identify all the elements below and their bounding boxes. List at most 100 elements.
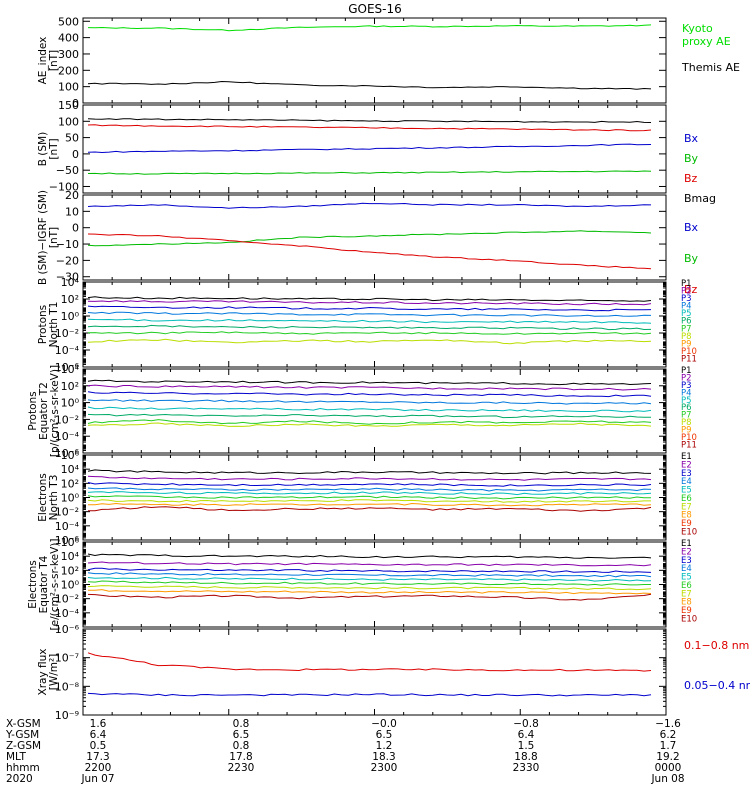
- series-line: [87, 567, 652, 573]
- y-axis-label: B (SM)−IGRF (SM): [37, 190, 49, 285]
- legend-entry: P5: [681, 396, 692, 406]
- axis-row-value: 0.8: [233, 718, 250, 730]
- legend-entry: P7: [681, 324, 692, 334]
- panel-bsm: −100 −50 0 50 100 150 B (SM) [nT] Bx By Bz Bmag: [37, 99, 716, 205]
- axis-row-value: −0.0: [371, 718, 397, 730]
- y-tick-label: −10: [56, 238, 79, 251]
- axis-row-label: Y-GSM: [5, 729, 39, 741]
- series-line: [87, 419, 652, 425]
- y-tick-label: 10⁻⁴: [55, 430, 80, 443]
- legend-entry: P8: [681, 332, 692, 342]
- series-line: [87, 589, 652, 595]
- legend-entry: P3: [681, 381, 692, 391]
- series-line: [87, 580, 651, 586]
- y-tick-label: 100: [58, 115, 79, 128]
- y-axis-label: North T3: [48, 475, 60, 521]
- series-line: [87, 561, 652, 567]
- series-line: [87, 233, 652, 270]
- series-line: [87, 143, 652, 154]
- y-axis-label: B (SM): [37, 132, 49, 166]
- y-tick-label: 10⁶: [61, 449, 80, 462]
- y-tick-label: 10⁰: [61, 492, 80, 505]
- legend-entry: E2: [681, 460, 692, 470]
- y-tick-label: 50: [65, 132, 79, 145]
- y-tick-label: 10⁻²: [55, 593, 79, 606]
- series-line: [87, 305, 652, 312]
- legend-entry: P4: [681, 388, 692, 398]
- legend-entry: Bz: [684, 172, 698, 185]
- legend-entry: E5: [681, 573, 692, 583]
- y-tick-label: 10⁻²: [55, 413, 79, 426]
- series-group: [87, 379, 652, 427]
- series-line: [87, 118, 652, 123]
- series-line: [87, 491, 652, 496]
- series-group: [87, 553, 652, 601]
- legend-entry: E3: [681, 469, 692, 479]
- legend-entry: E2: [681, 547, 692, 557]
- series-line: [88, 506, 652, 512]
- y-axis-label: Equator T4: [38, 555, 50, 613]
- y-axis-label: AE_index: [37, 37, 49, 85]
- series-line: [87, 300, 652, 306]
- y-tick-label: 100: [58, 81, 79, 94]
- series-line: [87, 24, 652, 32]
- axis-row-value: 2230: [228, 762, 255, 774]
- legend-entry: Themis AE: [681, 61, 740, 74]
- legend-entry: E10: [681, 527, 697, 537]
- series-line: [87, 379, 652, 386]
- legend-entry: Bmag: [684, 192, 716, 205]
- axis-row-value: 0.8: [233, 740, 250, 752]
- legend-entry: Bz: [684, 283, 698, 296]
- series-line: [87, 422, 652, 427]
- y-tick-label: −30: [56, 271, 79, 284]
- y-tick-label: 10⁻⁶: [55, 623, 80, 636]
- y-tick-label: 10⁰: [61, 310, 80, 323]
- legend-entry: P11: [681, 354, 697, 364]
- legend-entry: P11: [681, 440, 697, 450]
- series-line: [87, 475, 652, 481]
- legend-entry: P10: [681, 433, 697, 443]
- legend-entry: proxy AE: [682, 35, 731, 48]
- legend-entry: E9: [681, 606, 692, 616]
- y-tick-label: 10⁻⁸: [55, 680, 80, 693]
- axis-row-value: 0.5: [90, 740, 107, 752]
- series-line: [87, 230, 652, 247]
- y-tick-label: 200: [58, 64, 79, 77]
- y-tick-label: 20: [65, 189, 79, 202]
- y-tick-label: −20: [56, 254, 79, 267]
- legend-entry: E8: [681, 511, 692, 521]
- series-line: [87, 553, 652, 559]
- y-tick-label: 10⁻⁴: [55, 520, 80, 533]
- y-tick-label: 10⁴: [61, 550, 80, 563]
- legend-entry: P9: [681, 426, 692, 436]
- y-axis-label: Xray flux: [37, 649, 49, 696]
- y-tick-label: 500: [58, 15, 79, 28]
- y-tick-label: 10⁻⁶: [55, 361, 80, 374]
- legend-entry: E7: [681, 502, 692, 512]
- series-line: [87, 413, 651, 419]
- series-line: [87, 499, 651, 503]
- series-line: [87, 338, 652, 345]
- y-axis-label: [nT]: [48, 138, 60, 159]
- legend-entry: E5: [681, 486, 692, 496]
- series-line: [87, 585, 652, 591]
- series-group: [87, 469, 652, 512]
- axis-row-value: 2200: [85, 762, 112, 774]
- axis-row-value: 6.4: [90, 729, 107, 741]
- axis-row-value: 6.5: [233, 729, 250, 741]
- axis-row-label: 2020: [6, 773, 33, 785]
- y-axis-label: Equator T2: [38, 382, 50, 440]
- y-tick-label: 150: [58, 99, 79, 112]
- y-tick-label: 10⁻⁴: [55, 607, 80, 620]
- axis-row-value: 6.5: [376, 729, 393, 741]
- y-tick-label: 10²: [61, 477, 79, 490]
- legend-entry: P2: [681, 287, 692, 297]
- y-tick-label: 10: [65, 205, 79, 218]
- series-line: [87, 80, 652, 90]
- legend-entry: P9: [681, 339, 692, 349]
- y-tick-label: 10⁴: [61, 276, 80, 289]
- axis-row-value: 17.3: [86, 751, 109, 763]
- y-tick-label: 10⁻⁷: [55, 652, 79, 665]
